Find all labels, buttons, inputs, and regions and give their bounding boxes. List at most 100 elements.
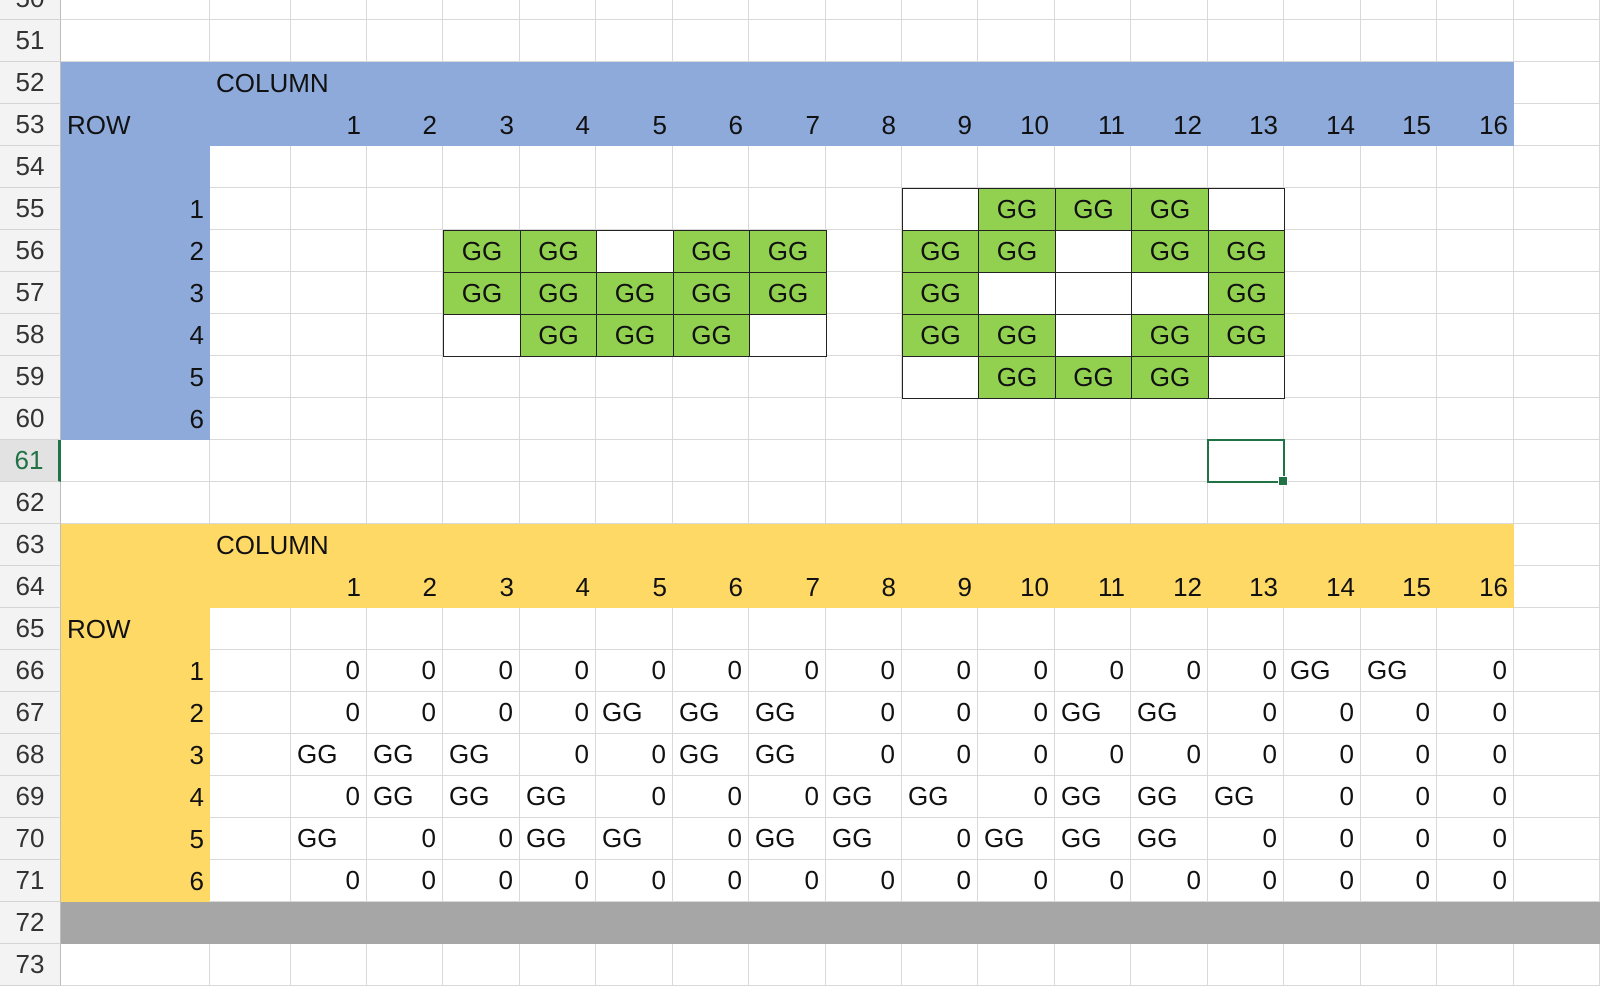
grid-cell[interactable] (826, 272, 902, 314)
grid-cell[interactable] (520, 146, 596, 188)
value-cell[interactable]: 0 (749, 860, 826, 902)
grid-cell[interactable] (1437, 944, 1514, 986)
value-cell[interactable]: GG (749, 692, 826, 734)
grid-cell[interactable] (1514, 20, 1600, 62)
grid-cell[interactable] (291, 314, 367, 356)
grid-cell[interactable] (367, 314, 443, 356)
grid-cell[interactable] (1284, 146, 1361, 188)
value-cell[interactable]: 0 (1437, 860, 1514, 902)
grid-cell[interactable] (1514, 146, 1600, 188)
grid-cell[interactable] (1284, 188, 1361, 230)
pattern-cell[interactable]: GG (1055, 188, 1132, 231)
grid-cell[interactable] (520, 188, 596, 230)
grid-cell[interactable] (1055, 146, 1131, 188)
grid-cell[interactable] (902, 482, 978, 524)
grid-cell[interactable] (596, 482, 673, 524)
pattern-cell[interactable]: GG (749, 230, 827, 273)
value-cell[interactable]: 0 (673, 860, 749, 902)
grid-cell[interactable] (673, 0, 749, 20)
value-cell[interactable]: 0 (596, 650, 673, 692)
grid-cell[interactable] (1055, 944, 1131, 986)
grid-cell[interactable] (1055, 0, 1131, 20)
grid-cell[interactable] (520, 440, 596, 482)
grid-cell[interactable] (443, 440, 520, 482)
pattern-cell[interactable]: GG (1208, 230, 1285, 273)
value-cell[interactable]: 0 (1437, 692, 1514, 734)
pattern-cell[interactable]: GG (749, 272, 827, 315)
grid-cell[interactable] (1055, 398, 1131, 440)
pattern-cell[interactable] (902, 188, 979, 231)
value-cell[interactable]: GG (1055, 818, 1131, 860)
grid-cell[interactable] (1361, 146, 1437, 188)
pattern-cell[interactable] (902, 356, 979, 399)
value-cell[interactable]: GG (1131, 818, 1208, 860)
value-cell[interactable]: 0 (673, 776, 749, 818)
grid-cell[interactable] (367, 482, 443, 524)
pattern-cell[interactable] (596, 230, 674, 273)
value-cell[interactable]: 0 (596, 860, 673, 902)
grid-cell[interactable] (978, 146, 1055, 188)
grid-cell[interactable] (443, 608, 520, 650)
grid-cell[interactable] (596, 188, 673, 230)
grid-cell[interactable] (596, 608, 673, 650)
grid-cell[interactable] (673, 608, 749, 650)
value-cell[interactable]: GG (291, 818, 367, 860)
value-cell[interactable]: 0 (978, 692, 1055, 734)
row-header[interactable]: 59 (0, 356, 61, 398)
value-cell[interactable]: 0 (1284, 860, 1361, 902)
pattern-cell[interactable]: GG (1055, 356, 1132, 399)
pattern-cell[interactable]: GG (902, 230, 979, 273)
pattern-cell[interactable] (1208, 188, 1285, 231)
grid-cell[interactable] (1437, 188, 1514, 230)
value-cell[interactable]: 0 (1208, 734, 1284, 776)
value-cell[interactable]: 0 (1131, 734, 1208, 776)
value-cell[interactable]: 0 (1208, 818, 1284, 860)
value-cell[interactable]: 0 (367, 818, 443, 860)
grid-cell[interactable] (1514, 482, 1600, 524)
value-cell[interactable]: 0 (1361, 734, 1437, 776)
row-header[interactable]: 58 (0, 314, 61, 356)
grid-cell[interactable] (210, 272, 291, 314)
grid-cell[interactable] (978, 440, 1055, 482)
grid-cell[interactable] (673, 356, 749, 398)
grid-cell[interactable] (673, 440, 749, 482)
grid-cell[interactable] (520, 398, 596, 440)
grid-cell[interactable] (291, 0, 367, 20)
grid-cell[interactable] (1514, 230, 1600, 272)
pattern-cell[interactable]: GG (978, 314, 1056, 357)
value-cell[interactable]: 0 (1284, 692, 1361, 734)
grid-cell[interactable] (1361, 272, 1437, 314)
grid-cell[interactable] (826, 944, 902, 986)
value-cell[interactable]: 0 (1361, 818, 1437, 860)
row-header[interactable]: 66 (0, 650, 61, 692)
value-cell[interactable]: 0 (367, 650, 443, 692)
grid-cell[interactable] (902, 944, 978, 986)
row-header[interactable]: 69 (0, 776, 61, 818)
value-cell[interactable]: GG (978, 818, 1055, 860)
value-cell[interactable]: 0 (1437, 734, 1514, 776)
value-cell[interactable]: 0 (826, 860, 902, 902)
pattern-cell[interactable]: GG (1131, 356, 1209, 399)
grid-cell[interactable] (1284, 356, 1361, 398)
grid-cell[interactable] (210, 692, 291, 734)
grid-cell[interactable] (291, 482, 367, 524)
grid-cell[interactable] (1361, 398, 1437, 440)
grid-cell[interactable] (826, 230, 902, 272)
value-cell[interactable]: GG (1055, 776, 1131, 818)
grid-cell[interactable] (1437, 272, 1514, 314)
value-cell[interactable]: 0 (443, 818, 520, 860)
value-cell[interactable]: 0 (520, 650, 596, 692)
pattern-cell[interactable]: GG (673, 314, 750, 357)
grid-cell[interactable] (1514, 524, 1600, 566)
grid-cell[interactable] (826, 608, 902, 650)
grid-cell[interactable] (1208, 608, 1284, 650)
grid-cell[interactable] (1514, 0, 1600, 20)
selected-cell-outline[interactable] (1207, 439, 1288, 486)
pattern-cell[interactable] (978, 272, 1056, 315)
value-cell[interactable]: 0 (520, 860, 596, 902)
value-cell[interactable]: GG (596, 818, 673, 860)
grid-cell[interactable] (520, 20, 596, 62)
grid-cell[interactable] (1437, 608, 1514, 650)
value-cell[interactable]: 0 (291, 776, 367, 818)
